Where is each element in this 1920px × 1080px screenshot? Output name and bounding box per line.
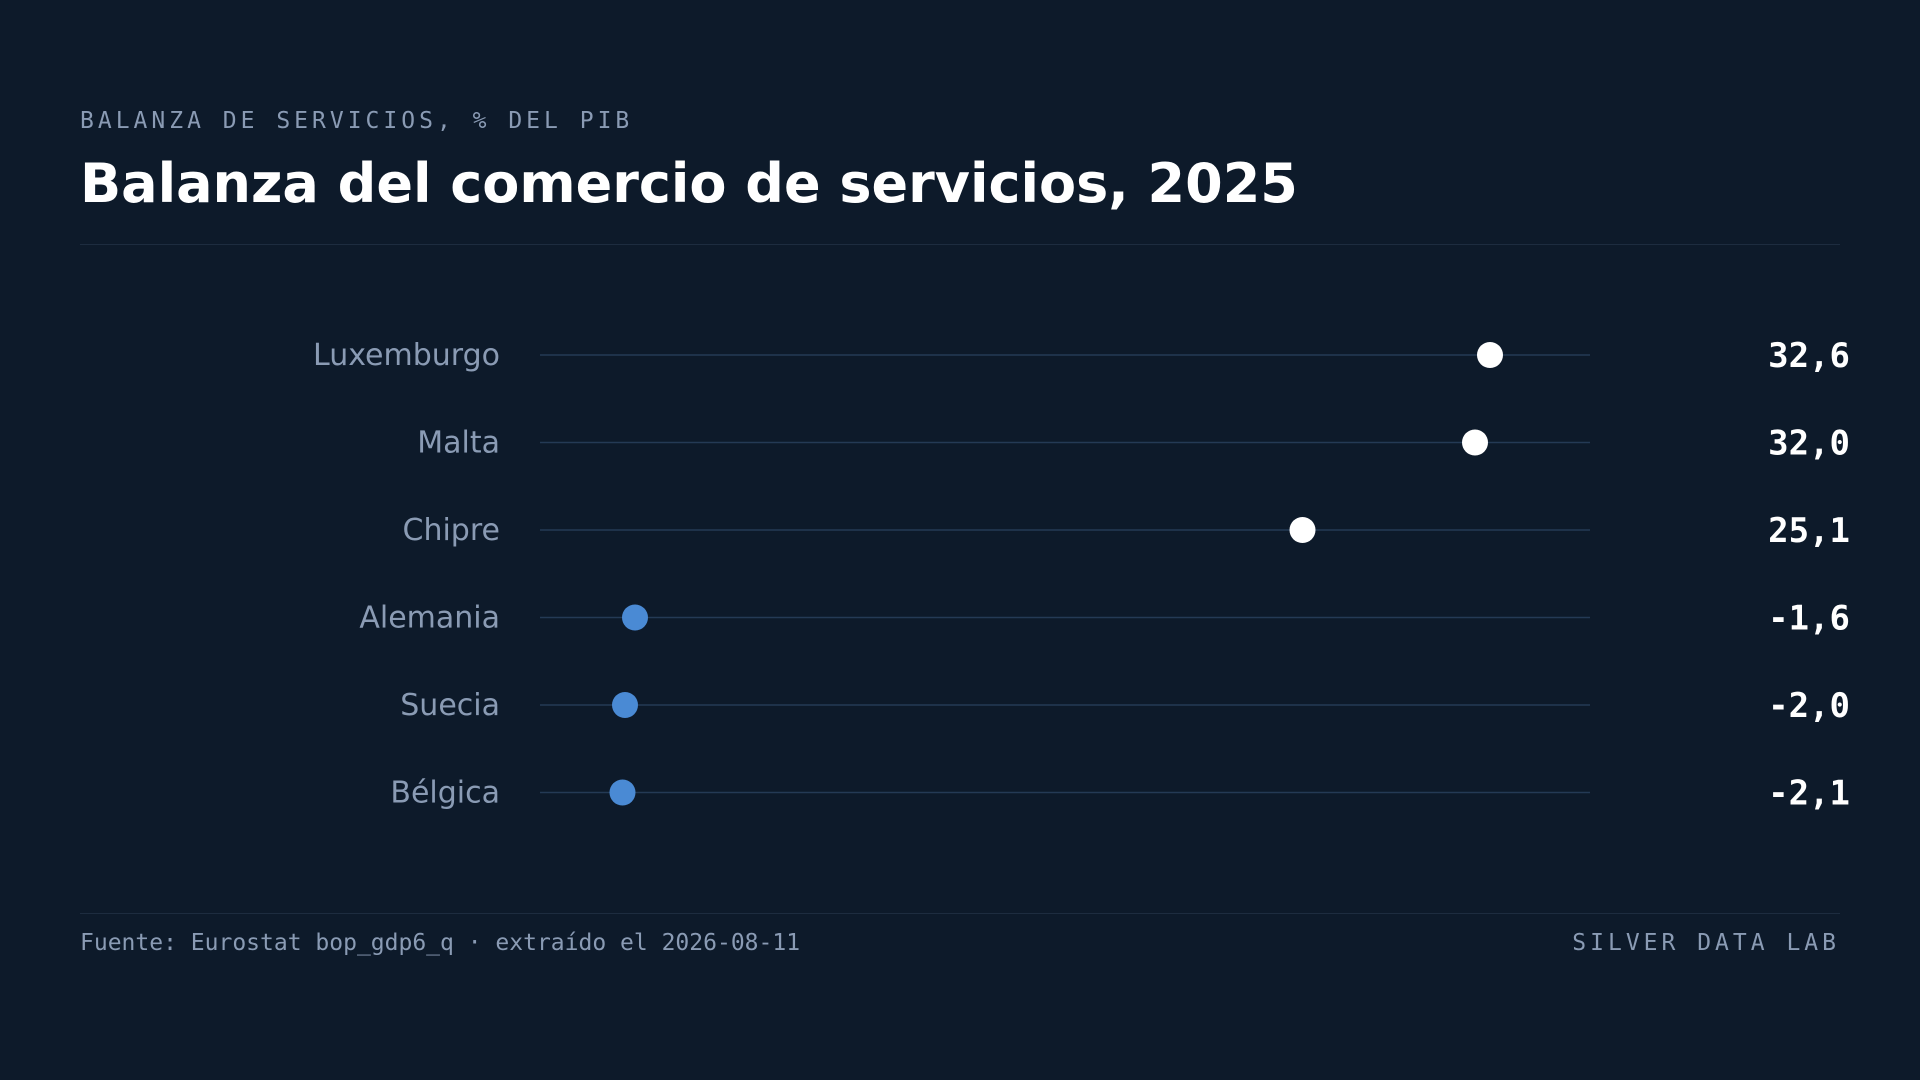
data-point bbox=[622, 604, 648, 631]
data-point bbox=[1462, 429, 1488, 456]
value-label: 25,1 bbox=[1768, 511, 1850, 551]
data-point bbox=[612, 692, 638, 718]
value-label: -2,0 bbox=[1768, 686, 1850, 726]
category-label: Malta bbox=[417, 426, 500, 461]
brand-label: SILVER DATA LAB bbox=[1572, 930, 1840, 956]
category-label: Alemania bbox=[359, 601, 500, 636]
value-label: 32,6 bbox=[1768, 336, 1850, 376]
value-label: -2,1 bbox=[1768, 774, 1850, 814]
category-label: Chipre bbox=[403, 513, 500, 548]
chart-kicker: BALANZA DE SERVICIOS, % DEL PIB bbox=[80, 108, 634, 134]
data-point bbox=[1477, 342, 1503, 368]
chart-title: Balanza del comercio de servicios, 2025 bbox=[80, 152, 1298, 215]
category-label: Luxemburgo bbox=[313, 338, 500, 373]
data-point bbox=[609, 779, 636, 806]
data-point bbox=[1289, 517, 1316, 543]
source-note: Fuente: Eurostat bop_gdp6_q · extraído e… bbox=[80, 930, 801, 956]
category-label: Bélgica bbox=[390, 776, 500, 811]
value-label: -1,6 bbox=[1768, 599, 1850, 639]
value-label: 32,0 bbox=[1768, 424, 1850, 464]
footer-divider bbox=[80, 913, 1840, 914]
category-label: Suecia bbox=[400, 688, 500, 723]
header-divider bbox=[80, 244, 1840, 245]
